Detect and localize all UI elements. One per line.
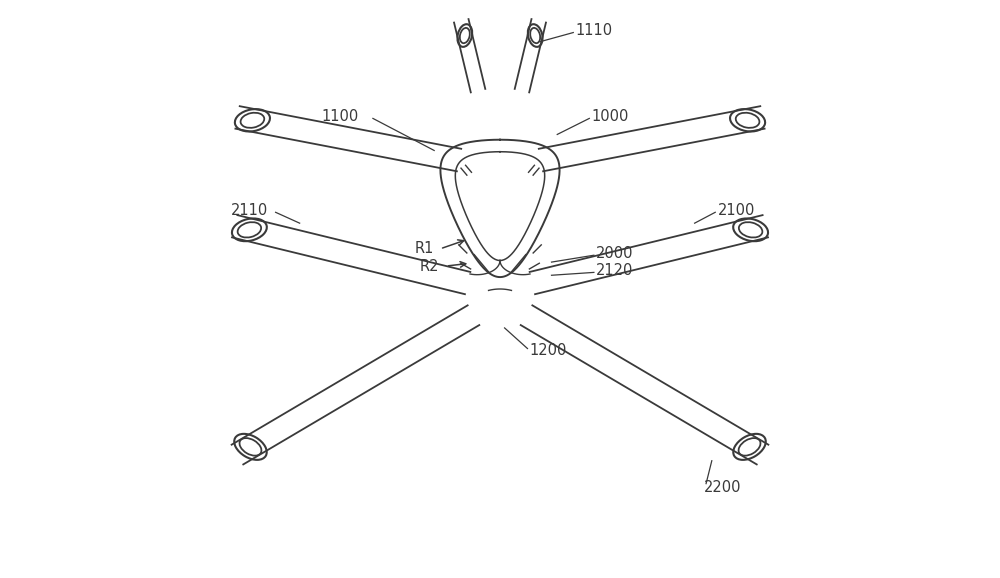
Text: 1110: 1110	[576, 23, 613, 38]
Text: 1200: 1200	[530, 343, 567, 358]
Text: 2110: 2110	[231, 202, 268, 217]
Text: R2: R2	[420, 258, 439, 273]
Text: R1: R1	[414, 242, 434, 257]
Text: 2120: 2120	[596, 263, 634, 278]
Text: 1100: 1100	[321, 109, 359, 124]
Text: 2200: 2200	[704, 480, 741, 495]
Text: 1000: 1000	[592, 109, 629, 124]
Text: 2100: 2100	[718, 202, 755, 217]
Text: 2000: 2000	[596, 246, 634, 261]
